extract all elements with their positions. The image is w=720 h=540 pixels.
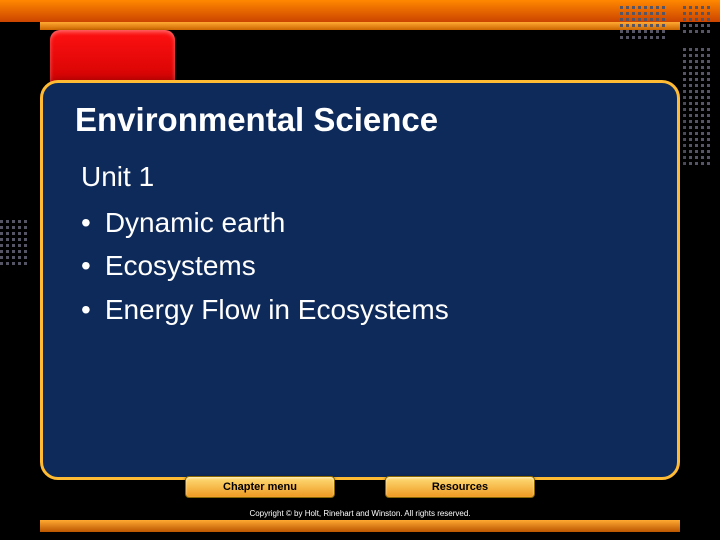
dot-grid-decoration — [683, 6, 710, 33]
page-title: Environmental Science — [75, 101, 645, 139]
content-panel: Environmental Science Unit 1 Dynamic ear… — [40, 80, 680, 480]
dot-grid-decoration — [683, 48, 710, 165]
resources-button[interactable]: Resources — [385, 476, 535, 498]
list-item: Dynamic earth — [81, 201, 645, 244]
unit-subtitle: Unit 1 — [75, 161, 645, 193]
button-bar: Chapter menu Resources — [0, 476, 720, 498]
chapter-menu-button[interactable]: Chapter menu — [185, 476, 335, 498]
top-bar — [0, 0, 720, 22]
copyright-text: Copyright © by Holt, Rinehart and Winsto… — [0, 509, 720, 518]
dot-grid-decoration — [0, 220, 27, 265]
list-item: Energy Flow in Ecosystems — [81, 288, 645, 331]
list-item: Ecosystems — [81, 244, 645, 287]
dot-grid-decoration — [620, 6, 665, 39]
bottom-bar — [40, 520, 680, 532]
topic-list: Dynamic earth Ecosystems Energy Flow in … — [75, 201, 645, 331]
top-bar-accent — [40, 22, 680, 30]
